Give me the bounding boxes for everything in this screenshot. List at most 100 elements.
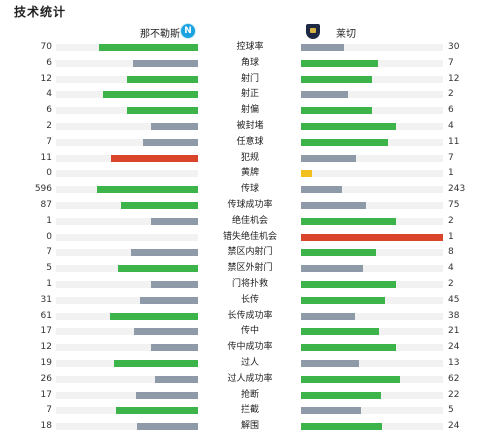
home-bar [121, 201, 198, 209]
away-value: 243 [448, 184, 466, 195]
away-bar [301, 59, 378, 67]
home-bar-track [56, 122, 198, 130]
stat-label: 传中 [240, 326, 259, 337]
home-bar [151, 122, 198, 130]
away-bar [301, 375, 401, 383]
away-bar [301, 122, 397, 130]
away-value: 1 [448, 231, 454, 242]
home-value: 12 [40, 342, 52, 353]
home-bar-track [56, 296, 198, 304]
stat-label: 传中成功率 [227, 342, 273, 353]
stat-row: 12 射门 12 [0, 72, 500, 88]
away-bar [301, 344, 397, 352]
away-bar [301, 107, 372, 115]
away-bar [301, 233, 443, 241]
home-bar [132, 59, 198, 67]
away-bar-track [301, 328, 443, 336]
home-bar-track [56, 249, 198, 257]
stat-label: 角球 [240, 57, 259, 68]
away-value: 12 [448, 73, 460, 84]
home-value: 0 [46, 168, 52, 179]
away-bar-track [301, 44, 443, 51]
home-bar [114, 359, 198, 367]
team-header: 那不勒斯 莱切 [0, 23, 500, 41]
home-value: 61 [40, 310, 52, 321]
away-bar-track [301, 233, 443, 241]
home-bar-track [56, 328, 198, 336]
away-bar-track [301, 75, 443, 83]
home-value: 17 [40, 326, 52, 337]
home-bar [98, 44, 198, 51]
stat-label: 解围 [240, 421, 259, 432]
home-bar [151, 217, 198, 225]
home-bar-track [56, 407, 198, 415]
home-bar [118, 265, 198, 273]
away-bar-track [301, 280, 443, 288]
stat-label: 传球成功率 [227, 199, 273, 210]
stat-label: 禁区外射门 [227, 263, 273, 274]
stat-label: 绝佳机会 [231, 215, 268, 226]
stat-label: 射门 [240, 73, 259, 84]
home-bar-track [56, 138, 198, 146]
away-value: 22 [448, 389, 460, 400]
stat-label: 错失绝佳机会 [222, 231, 277, 242]
stat-row: 6 射偏 6 [0, 103, 500, 119]
home-bar [135, 391, 198, 399]
away-bar-track [301, 91, 443, 99]
home-bar-track [56, 312, 198, 320]
stat-row: 7 拦截 5 [0, 403, 500, 419]
away-bar-track [301, 375, 443, 383]
away-value: 13 [448, 357, 460, 368]
stat-row: 17 传中 21 [0, 324, 500, 340]
away-bar [301, 170, 313, 178]
away-bar-track [301, 154, 443, 162]
home-bar-track [56, 154, 198, 162]
away-value: 24 [448, 342, 460, 353]
stat-label: 射偏 [240, 105, 259, 116]
away-value: 62 [448, 373, 460, 384]
away-value: 1 [448, 168, 454, 179]
away-bar [301, 249, 377, 257]
home-bar-track [56, 170, 198, 178]
home-bar [102, 91, 198, 99]
home-value: 596 [34, 184, 52, 195]
stat-row: 11 犯规 7 [0, 151, 500, 167]
away-value: 11 [448, 136, 460, 147]
away-bar-track [301, 138, 443, 146]
home-value: 1 [46, 278, 52, 289]
stat-label: 禁区内射门 [227, 247, 273, 258]
away-value: 6 [448, 105, 454, 116]
stat-label: 黄牌 [240, 168, 259, 179]
lecce-crest-icon [306, 24, 320, 39]
napoli-crest-icon [180, 23, 196, 39]
stat-row: 19 过人 13 [0, 356, 500, 372]
home-bar [134, 328, 198, 336]
away-value: 2 [448, 89, 454, 100]
stat-row: 1 绝佳机会 2 [0, 214, 500, 230]
stat-row: 70 控球率 30 [0, 40, 500, 56]
away-bar-track [301, 59, 443, 67]
home-bar [151, 280, 198, 288]
home-bar [127, 75, 198, 83]
away-bar [301, 391, 381, 399]
home-bar-track [56, 391, 198, 399]
stat-label: 传球 [240, 184, 259, 195]
stat-row: 0 黄牌 1 [0, 166, 500, 182]
away-bar-track [301, 407, 443, 415]
stat-label: 犯规 [240, 152, 259, 163]
away-value: 75 [448, 199, 460, 210]
away-bar-track [301, 249, 443, 257]
away-bar [301, 312, 355, 320]
stat-label: 被封堵 [236, 120, 264, 131]
away-value: 4 [448, 120, 454, 131]
home-value: 7 [46, 136, 52, 147]
away-value: 5 [448, 405, 454, 416]
home-value: 26 [40, 373, 52, 384]
stat-label: 射正 [240, 89, 259, 100]
away-bar-track [301, 391, 443, 399]
stat-label: 门将扑救 [231, 278, 268, 289]
home-bar-track [56, 233, 198, 241]
stat-row: 61 长传成功率 38 [0, 309, 500, 325]
away-bar [301, 407, 361, 415]
home-value: 87 [40, 199, 52, 210]
